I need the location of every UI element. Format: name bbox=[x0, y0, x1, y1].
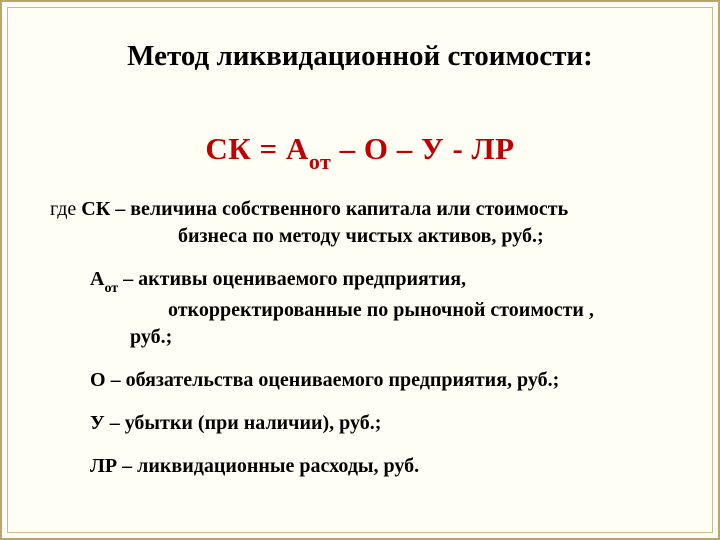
u-label: У bbox=[90, 412, 105, 434]
definition-a: Аот – активы оцениваемого предприятия, о… bbox=[50, 266, 670, 351]
definition-u: У – убытки (при наличии), руб.; bbox=[50, 410, 670, 437]
formula-subscript: от bbox=[309, 149, 332, 174]
u-text: – убытки (при наличии), руб.; bbox=[105, 412, 382, 434]
sk-text2: бизнеса по методу чистых активов, руб.; bbox=[50, 223, 670, 250]
sk-label: СК bbox=[81, 198, 110, 220]
lr-text: – ликвидационные расходы, руб. bbox=[117, 455, 419, 477]
o-text: – обязательства оцениваемого предприятия… bbox=[106, 369, 560, 391]
formula-part1: СК = А bbox=[205, 131, 308, 166]
definition-lr: ЛР – ликвидационные расходы, руб. bbox=[50, 453, 670, 480]
slide-title: Метод ликвидационной стоимости: bbox=[50, 40, 670, 73]
definition-o: О – обязательства оцениваемого предприят… bbox=[50, 367, 670, 394]
definitions-block: где СК – величина собственного капитала … bbox=[50, 196, 670, 480]
definition-sk: где СК – величина собственного капитала … bbox=[50, 196, 670, 250]
o-label: О bbox=[90, 369, 106, 391]
a-text1: – активы оцениваемого предприятия, bbox=[118, 268, 466, 290]
gde-label: где bbox=[50, 198, 81, 220]
formula: СК = Аот – О – У - ЛР bbox=[50, 131, 670, 172]
a-subscript: от bbox=[104, 281, 118, 296]
lr-label: ЛР bbox=[90, 455, 117, 477]
formula-part2: – О – У - ЛР bbox=[331, 131, 514, 166]
sk-text1: – величина собственного капитала или сто… bbox=[110, 198, 568, 220]
a-text3: руб.; bbox=[90, 324, 670, 351]
a-label: А bbox=[90, 268, 104, 290]
a-text2: откорректированные по рыночной стоимости… bbox=[90, 297, 670, 324]
